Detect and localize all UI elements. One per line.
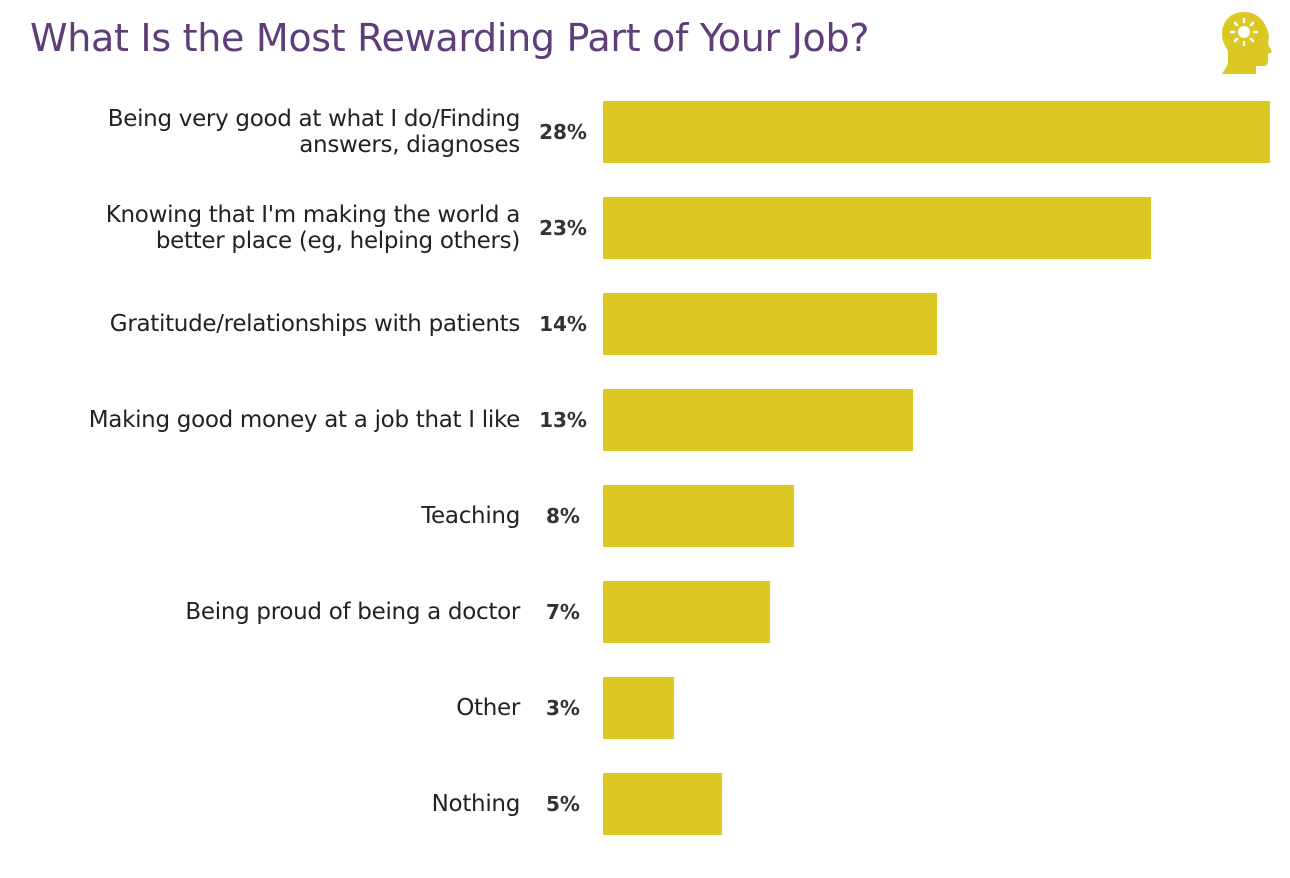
value-label: 7% (546, 600, 580, 624)
chart-title: What Is the Most Rewarding Part of Your … (30, 16, 870, 60)
value-label: 8% (546, 504, 580, 528)
bar (603, 293, 937, 355)
category-label: Making good money at a job that I like (88, 407, 521, 433)
value-label: 13% (539, 408, 587, 432)
head-icon (1222, 12, 1272, 74)
bar (603, 581, 770, 643)
bar (603, 197, 1151, 259)
value-label: 3% (546, 696, 580, 720)
category-label: Knowing that I'm making the world a bett… (105, 202, 521, 254)
bar (603, 773, 723, 835)
category-label: Teaching (421, 503, 520, 529)
category-label: Gratitude/relationships with patients (109, 311, 521, 337)
category-label: Being very good at what I do/Finding ans… (107, 106, 521, 158)
category-label: Being proud of being a doctor (185, 599, 520, 625)
value-label: 14% (539, 312, 587, 336)
category-label: Other (456, 695, 520, 721)
category-label: Nothing (431, 791, 521, 817)
bar (603, 677, 675, 739)
value-label: 5% (546, 792, 580, 816)
value-label: 28% (539, 120, 587, 144)
value-label: 23% (539, 216, 587, 240)
bar (603, 389, 913, 451)
bar (603, 485, 794, 547)
bar (603, 101, 1270, 163)
